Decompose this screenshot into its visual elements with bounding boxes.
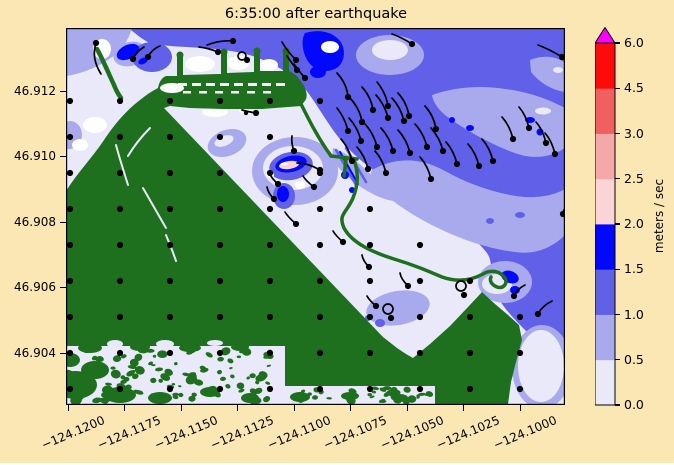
colorbar-tick-mark xyxy=(615,178,620,180)
colorbar-tick-label: 3.0 xyxy=(624,125,644,141)
y-tick-label: 46.906 xyxy=(14,280,56,294)
slough-channels xyxy=(115,127,177,262)
marsh-pale-bumps xyxy=(107,340,223,348)
x-tick-label: −124.1050 xyxy=(378,413,446,453)
y-tick-label: 46.908 xyxy=(14,214,56,229)
colorbar-tick-mark xyxy=(615,313,620,316)
x-tick-label: −124.1175 xyxy=(95,413,163,453)
colorbar-tick-label: 0.0 xyxy=(624,397,644,412)
x-tick-mark xyxy=(463,405,465,411)
colorbar-tick-label: 1.5 xyxy=(624,261,644,277)
x-tick-label: −124.1075 xyxy=(321,413,389,453)
x-tick-mark xyxy=(180,405,182,411)
quiver-arrows xyxy=(66,33,565,393)
colorbar-tick-mark xyxy=(615,268,620,270)
plot-title: 6:35:00 after earthquake xyxy=(224,6,408,22)
x-tick-label: −124.1100 xyxy=(265,413,333,453)
marina-docks xyxy=(160,83,285,94)
y-tick-label: 46.910 xyxy=(14,149,56,163)
contour-layers xyxy=(66,28,565,405)
y-tick-label: 46.912 xyxy=(14,83,56,98)
x-tick-mark xyxy=(237,405,239,411)
y-tick-mark xyxy=(60,221,66,223)
colorbar-tick-label: 4.5 xyxy=(624,80,644,96)
x-tick-label: −124.1200 xyxy=(39,413,107,453)
axes-frame xyxy=(66,28,565,405)
x-tick-mark xyxy=(124,405,126,411)
x-tick-label: −124.1150 xyxy=(152,413,220,453)
x-tick-label: −124.1125 xyxy=(208,413,276,453)
colorbar-tick-mark xyxy=(615,42,620,44)
colorbar-units-label: meters / sec xyxy=(652,178,666,254)
colorbar-graphic xyxy=(595,26,616,406)
x-tick-mark xyxy=(67,405,69,411)
colorbar-tick-label: 0.5 xyxy=(624,351,644,367)
colorbar-tick-mark xyxy=(615,87,620,89)
x-tick-label: −124.1000 xyxy=(491,413,559,453)
y-tick-mark xyxy=(60,287,66,289)
colorbar-tick-label: 6.0 xyxy=(624,35,644,50)
y-tick-mark xyxy=(60,352,66,354)
x-tick-mark xyxy=(350,405,352,411)
colorbar-tick-mark xyxy=(615,132,620,135)
x-tick-mark xyxy=(519,405,521,411)
map-plot-area xyxy=(66,28,565,405)
x-tick-mark xyxy=(406,405,408,411)
colorbar-tick-label: 2.5 xyxy=(624,170,644,186)
colorbar-tick-mark xyxy=(615,223,620,225)
colorbar-tick-label: 1.0 xyxy=(624,306,644,322)
x-tick-mark xyxy=(293,405,295,411)
y-tick-mark xyxy=(60,90,66,92)
land-main xyxy=(66,47,522,404)
colorbar xyxy=(595,25,674,465)
marsh-islands xyxy=(66,343,434,405)
y-tick-label: 46.904 xyxy=(14,345,56,360)
y-tick-mark xyxy=(60,156,66,158)
x-tick-label: −124.1025 xyxy=(434,413,502,453)
colorbar-tick-mark xyxy=(615,404,620,406)
colorbar-tick-mark xyxy=(615,359,620,361)
colorbar-tick-label: 2.0 xyxy=(624,216,644,231)
west-jetty-arm xyxy=(94,46,124,101)
